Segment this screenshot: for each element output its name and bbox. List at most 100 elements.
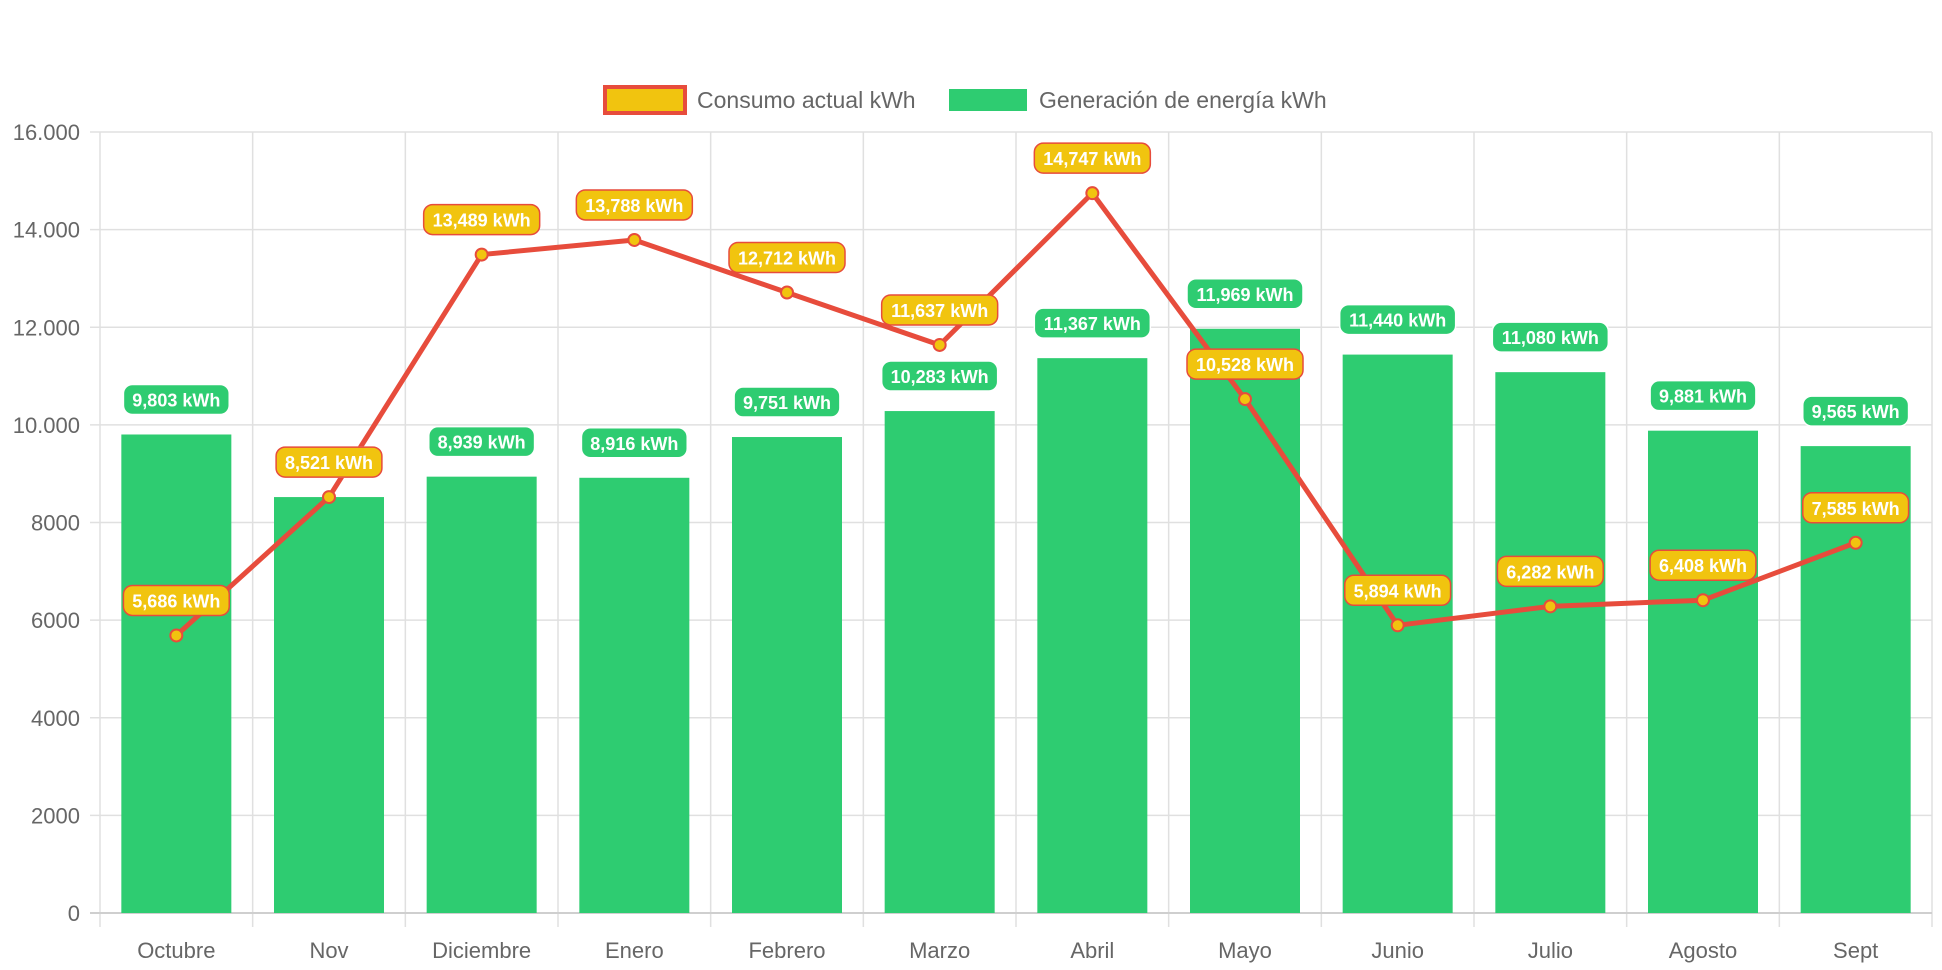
line-point bbox=[169, 628, 184, 643]
legend-label-generacion: Generación de energía kWh bbox=[1039, 87, 1327, 113]
line-data-label: 6,408 kWh bbox=[1649, 549, 1757, 581]
legend-item-consumo[interactable]: Consumo actual kWh bbox=[603, 85, 916, 115]
bar-data-label-text: 8,939 kWh bbox=[438, 433, 526, 453]
bar-data-label: 9,803 kWh bbox=[122, 383, 230, 416]
bar bbox=[579, 477, 690, 913]
y-tick-label: 14.000 bbox=[13, 218, 80, 243]
x-tick-label: Enero bbox=[605, 938, 664, 963]
x-tick-label: Agosto bbox=[1669, 938, 1738, 963]
line-data-label-text: 13,489 kWh bbox=[433, 211, 531, 231]
line-data-label-box bbox=[1033, 142, 1152, 174]
bar bbox=[1342, 354, 1453, 914]
line-data-label: 10,528 kWh bbox=[1186, 348, 1304, 380]
line-data-label-text: 11,637 kWh bbox=[891, 301, 988, 321]
line-data-label-text: 7,585 kWh bbox=[1812, 499, 1900, 519]
line-data-label-text: 5,894 kWh bbox=[1354, 581, 1442, 601]
bar bbox=[1190, 328, 1300, 913]
bar bbox=[1648, 430, 1758, 913]
line-data-label: 11,637 kWh bbox=[880, 294, 999, 326]
x-tick-label: Octubre bbox=[137, 938, 215, 963]
y-tick-label: 8000 bbox=[31, 511, 80, 536]
line-data-label: 8,521 kWh bbox=[275, 446, 383, 478]
x-tick-label: Nov bbox=[309, 938, 348, 963]
bar-data-label-text: 9,803 kWh bbox=[132, 390, 220, 410]
line-point bbox=[932, 337, 947, 352]
bar-data-label-text: 9,881 kWh bbox=[1659, 387, 1747, 407]
bar bbox=[274, 497, 384, 913]
bar-data-label: 11,969 kWh bbox=[1186, 278, 1304, 310]
legend: Consumo actual kWh Generación de energía… bbox=[603, 85, 1327, 115]
bar bbox=[884, 411, 995, 913]
line-point bbox=[1696, 593, 1710, 608]
x-tick-label: Julio bbox=[1528, 938, 1573, 963]
bar-data-label-box bbox=[1491, 321, 1610, 353]
bar-data-label: 11,440 kWh bbox=[1338, 303, 1457, 336]
y-tick-label: 2000 bbox=[31, 803, 80, 828]
bar-data-label-box bbox=[1186, 278, 1304, 310]
line-data-label-box bbox=[880, 294, 999, 326]
line-data-label-text: 5,686 kWh bbox=[132, 591, 220, 611]
line-data-label-box bbox=[275, 446, 383, 478]
consumo-line bbox=[174, 190, 1857, 638]
line-data-label: 12,712 kWh bbox=[728, 241, 846, 274]
line-data-label: 5,894 kWh bbox=[1344, 574, 1452, 607]
bar-data-label: 9,565 kWh bbox=[1802, 395, 1910, 427]
x-tick-label: Junio bbox=[1371, 938, 1424, 963]
bar-data-label-text: 11,080 kWh bbox=[1502, 328, 1599, 348]
bar bbox=[1495, 372, 1606, 914]
y-tick-label: 16.000 bbox=[13, 120, 80, 145]
bar-data-label-box bbox=[1033, 307, 1152, 339]
y-tick-label: 0 bbox=[68, 901, 80, 926]
legend-label-consumo: Consumo actual kWh bbox=[697, 87, 916, 113]
line-data-label-box bbox=[575, 189, 694, 221]
line-point bbox=[1543, 599, 1558, 614]
y-tick-label: 12.000 bbox=[13, 315, 80, 340]
line-point bbox=[1848, 535, 1863, 550]
bar-data-label-box bbox=[1802, 395, 1910, 427]
legend-item-generacion[interactable]: Generación de energía kWh bbox=[949, 87, 1327, 113]
line-data-label: 6,282 kWh bbox=[1496, 555, 1604, 588]
bar bbox=[732, 437, 842, 913]
bar bbox=[1800, 446, 1911, 913]
bar bbox=[426, 476, 537, 913]
y-tick-label: 4000 bbox=[31, 706, 80, 731]
x-tick-label: Sept bbox=[1833, 938, 1878, 963]
bar-data-label: 8,916 kWh bbox=[580, 427, 688, 459]
line-data-label-text: 12,712 kWh bbox=[738, 248, 836, 268]
line-point bbox=[780, 285, 794, 300]
line-point bbox=[1238, 392, 1252, 407]
y-tick-label: 6000 bbox=[31, 608, 80, 633]
line-data-label: 13,788 kWh bbox=[575, 189, 694, 221]
bar-data-label-box bbox=[733, 386, 841, 418]
line-data-label-text: 8,521 kWh bbox=[285, 453, 373, 473]
line-series bbox=[169, 186, 1863, 643]
legend-swatch-generacion bbox=[949, 89, 1027, 111]
x-tick-label: Febrero bbox=[748, 938, 825, 963]
line-data-label-box bbox=[1496, 555, 1604, 588]
bar-data-label-text: 11,440 kWh bbox=[1349, 311, 1446, 331]
bar-data-label-text: 9,751 kWh bbox=[743, 393, 831, 413]
line-data-label: 7,585 kWh bbox=[1802, 492, 1910, 524]
bar-data-label: 9,881 kWh bbox=[1649, 379, 1757, 412]
x-tick-label: Abril bbox=[1070, 938, 1114, 963]
bar-series bbox=[121, 328, 1911, 914]
x-tick-label: Marzo bbox=[909, 938, 970, 963]
line-data-label-text: 14,747 kWh bbox=[1043, 149, 1141, 169]
line-data-label-text: 6,282 kWh bbox=[1506, 562, 1594, 582]
legend-swatch-consumo bbox=[603, 85, 687, 115]
bar-data-label-box bbox=[122, 383, 230, 416]
bar bbox=[121, 434, 232, 913]
y-tick-label: 10.000 bbox=[13, 413, 80, 438]
x-tick-label: Mayo bbox=[1218, 938, 1272, 963]
line-data-label-text: 13,788 kWh bbox=[585, 196, 683, 216]
line-data-label-text: 6,408 kWh bbox=[1659, 556, 1747, 576]
bar-data-label-text: 8,916 kWh bbox=[590, 434, 678, 454]
x-tick-label: Diciembre bbox=[432, 938, 531, 963]
line-point bbox=[627, 232, 642, 247]
bar-data-label-text: 11,969 kWh bbox=[1196, 285, 1293, 305]
line-data-label-box bbox=[122, 584, 230, 617]
line-data-label-box bbox=[1649, 549, 1757, 581]
bar-data-label: 9,751 kWh bbox=[733, 386, 841, 418]
y-axis: 0 2000 4000 6000 8000 10.000 12.000 14.000 16.00… bbox=[13, 120, 80, 926]
bar-data-label-box bbox=[428, 425, 536, 458]
